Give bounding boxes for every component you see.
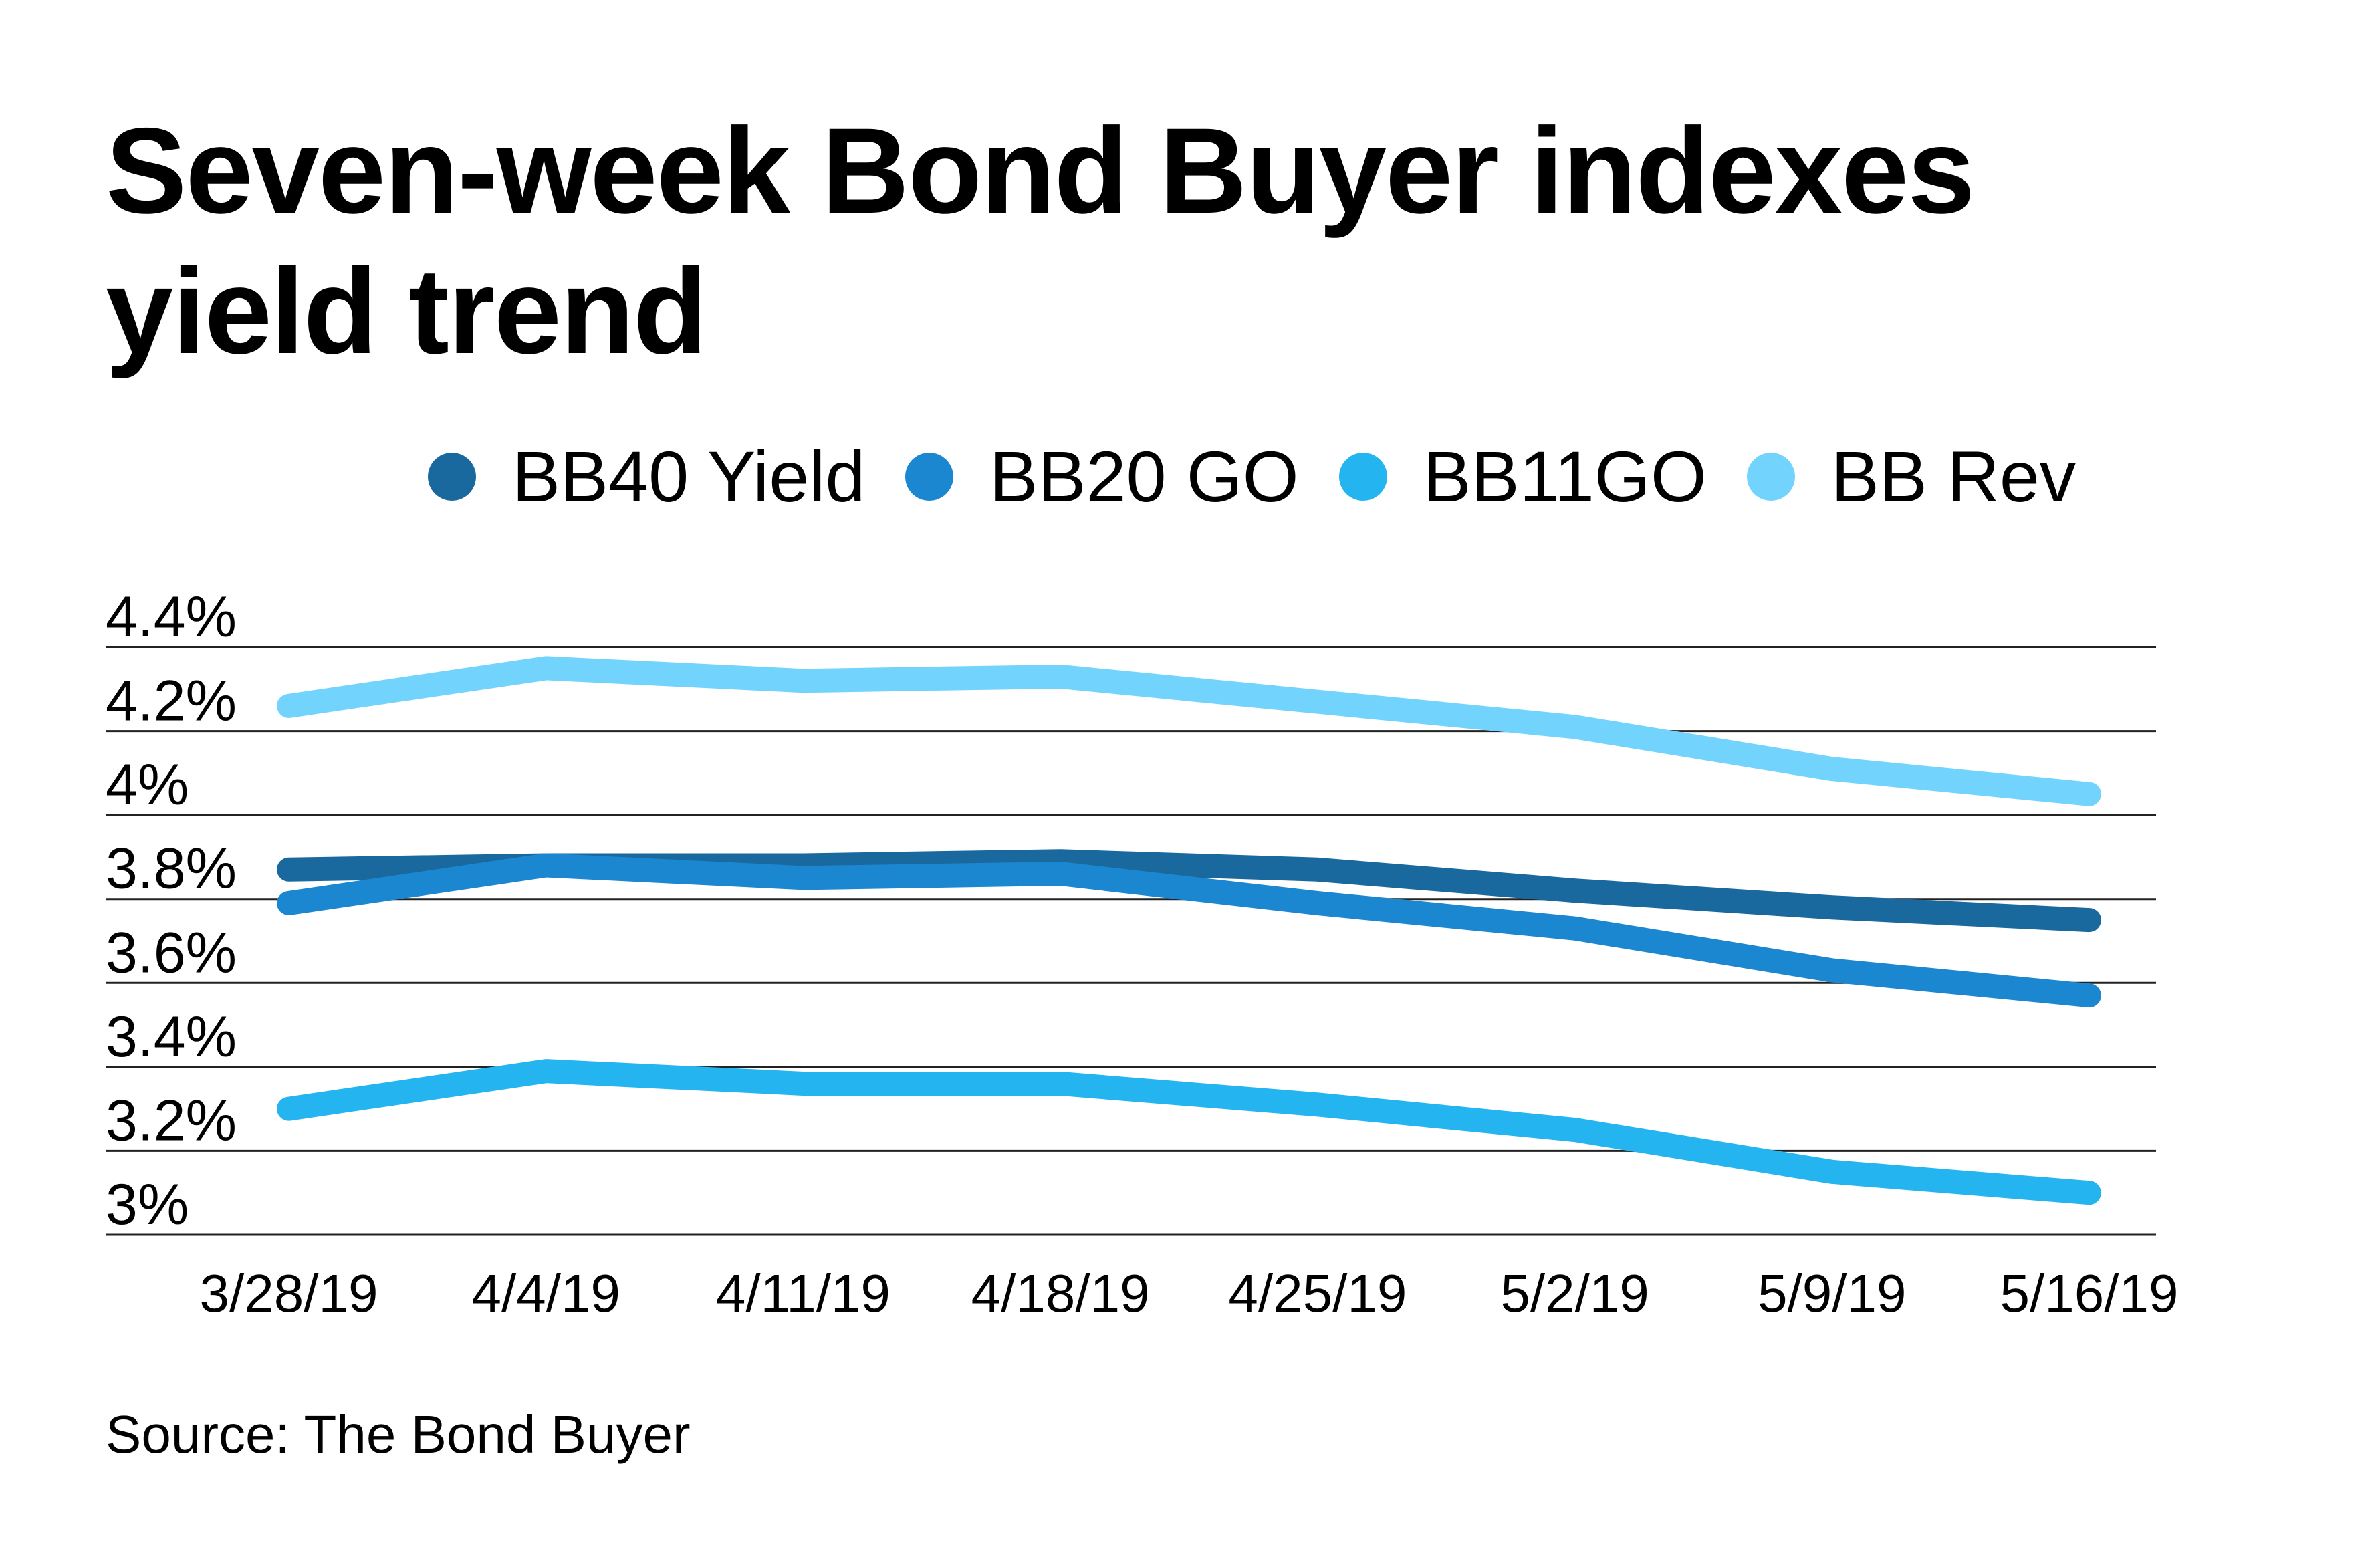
data-point xyxy=(2088,792,2091,796)
data-point xyxy=(1316,1103,1319,1106)
legend: BB40 Yield BB20 GO BB11GO BB Rev xyxy=(428,435,2116,518)
data-point xyxy=(287,868,290,871)
legend-label: BB11GO xyxy=(1423,436,1707,517)
data-point xyxy=(1573,1128,1576,1132)
data-point xyxy=(1573,889,1576,892)
data-point xyxy=(544,667,548,670)
x-tick-label: 4/4/19 xyxy=(472,1264,620,1323)
data-point xyxy=(287,704,290,707)
legend-item-bb40: BB40 Yield xyxy=(428,435,865,518)
legend-swatch xyxy=(428,452,476,501)
legend-item-bbrev: BB Rev xyxy=(1746,435,2076,518)
data-point xyxy=(1059,1082,1062,1085)
line-chart: 3% 3.2% 3.4% 3.6% 3.8% 4% 4.2% 4.4% 3/28/19 4/4/1… xyxy=(106,585,2179,1323)
legend-label: BB Rev xyxy=(1830,436,2076,517)
series-line-bb20-go xyxy=(277,853,2101,1008)
data-point xyxy=(802,876,805,880)
legend-item-bb11: BB11GO xyxy=(1338,435,1707,518)
x-tick-label: 5/2/19 xyxy=(1500,1264,1649,1323)
y-tick-label: 4% xyxy=(106,753,189,817)
data-point xyxy=(802,1082,805,1085)
legend-label: BB40 Yield xyxy=(512,436,866,517)
data-point xyxy=(1830,1170,1834,1173)
data-point xyxy=(1573,927,1576,930)
series-line-bb11go xyxy=(277,1059,2101,1205)
x-tick-label: 4/25/19 xyxy=(1228,1264,1407,1323)
data-point xyxy=(1059,675,1062,678)
x-tick-label: 3/28/19 xyxy=(200,1264,378,1323)
x-tick-label: 5/9/19 xyxy=(1758,1264,1906,1323)
y-tick-label: 3% xyxy=(106,1173,189,1237)
y-tick-label: 3.2% xyxy=(106,1088,237,1153)
data-point xyxy=(1316,868,1319,871)
data-point xyxy=(2088,994,2091,997)
legend-swatch xyxy=(1746,452,1795,501)
data-point xyxy=(1830,767,1834,771)
data-point xyxy=(544,864,548,867)
data-point xyxy=(1830,906,1834,909)
data-point xyxy=(287,1107,290,1110)
data-point xyxy=(2088,919,2091,922)
data-point xyxy=(287,901,290,905)
y-tick-label: 4.4% xyxy=(106,585,237,649)
legend-swatch xyxy=(905,452,954,501)
x-tick-label: 4/18/19 xyxy=(971,1264,1150,1323)
data-point xyxy=(2088,1191,2091,1195)
x-tick-label: 4/11/19 xyxy=(716,1264,890,1323)
data-point xyxy=(544,1070,548,1073)
y-tick-label: 3.8% xyxy=(106,837,237,901)
data-point xyxy=(1573,725,1576,729)
y-tick-label: 3.4% xyxy=(106,1005,237,1069)
data-point xyxy=(1059,872,1062,876)
series-line-bb-rev xyxy=(277,656,2101,806)
legend-item-bb20: BB20 GO xyxy=(905,435,1299,518)
data-point xyxy=(802,679,805,683)
legend-swatch xyxy=(1338,452,1387,501)
y-tick-label: 3.6% xyxy=(106,921,237,985)
data-point xyxy=(1830,969,1834,972)
x-tick-label: 5/16/19 xyxy=(2000,1264,2179,1323)
data-point xyxy=(1316,700,1319,703)
legend-label: BB20 GO xyxy=(989,436,1299,517)
data-point xyxy=(1316,901,1319,905)
chart-title: Seven-week Bond Buyer indexes yield tren… xyxy=(106,102,1975,379)
y-tick-label: 4.2% xyxy=(106,669,237,733)
source-note: Source: The Bond Buyer xyxy=(106,1405,691,1464)
